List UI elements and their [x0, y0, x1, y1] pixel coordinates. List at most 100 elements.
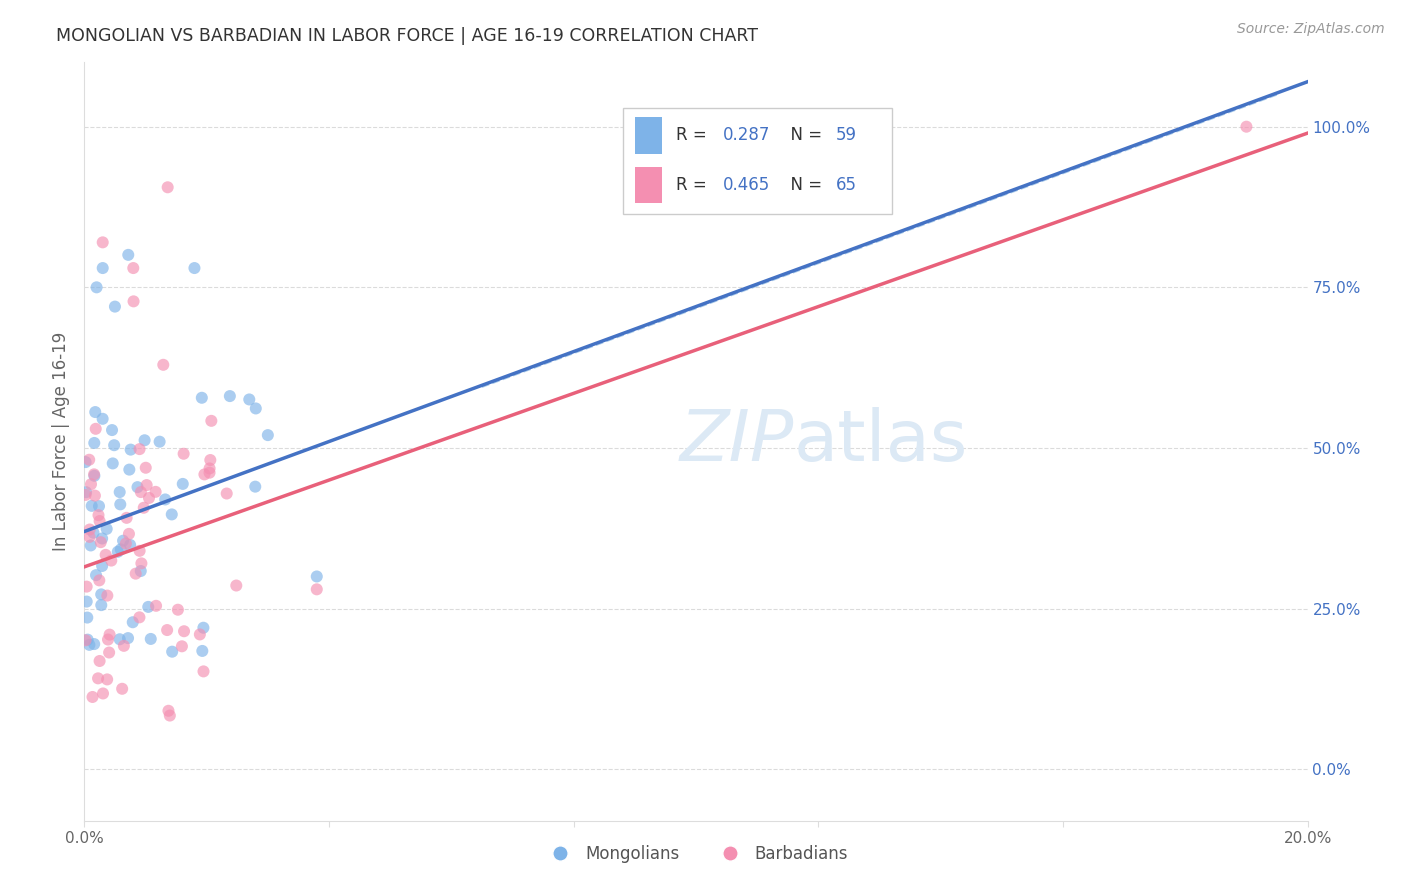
Point [135, 478, 157, 492]
Text: Source: ZipAtlas.com: Source: ZipAtlas.com [1237, 22, 1385, 37]
Point [198, 461, 221, 475]
Point [112, 533, 135, 548]
Point [135, 460, 157, 475]
Point [191, 391, 214, 405]
Point [215, 486, 238, 500]
Point [200, 453, 222, 467]
Point [83, 467, 105, 482]
Point [103, 438, 125, 452]
Point [118, 527, 141, 541]
Point [108, 485, 131, 500]
Text: 0.465: 0.465 [723, 177, 770, 194]
Point [160, 508, 183, 522]
Text: atlas: atlas [794, 407, 969, 476]
Point [79, 638, 101, 652]
Point [83, 436, 105, 450]
Point [90, 535, 112, 549]
Text: ZIP: ZIP [679, 407, 794, 476]
Point [127, 480, 149, 494]
Point [80, 477, 103, 491]
Point [79, 523, 101, 537]
Point [75, 455, 97, 469]
Point [83, 637, 105, 651]
FancyBboxPatch shape [623, 108, 891, 214]
Bar [636, 117, 662, 153]
Point [157, 704, 180, 718]
Point [84, 568, 107, 582]
Point [83, 525, 105, 540]
Point [139, 632, 162, 646]
Point [94, 548, 117, 562]
Point [91, 261, 114, 276]
Point [305, 569, 328, 583]
Point [200, 414, 222, 428]
Point [159, 708, 181, 723]
Point [97, 632, 120, 647]
Point [115, 511, 138, 525]
Point [145, 599, 167, 613]
Point [122, 294, 145, 309]
Point [75, 633, 97, 648]
Point [183, 261, 205, 276]
Legend: Mongolians, Barbadians: Mongolians, Barbadians [537, 838, 855, 869]
Point [132, 500, 155, 515]
Point [84, 405, 107, 419]
Point [167, 603, 190, 617]
Point [131, 557, 153, 571]
Point [87, 499, 110, 513]
Point [75, 488, 97, 502]
Point [125, 566, 148, 581]
Point [110, 542, 132, 557]
Point [198, 466, 221, 480]
Point [76, 594, 98, 608]
Point [128, 442, 150, 456]
Point [107, 545, 129, 559]
Point [172, 477, 194, 491]
Point [117, 248, 139, 262]
Point [101, 457, 124, 471]
Point [152, 358, 174, 372]
Bar [636, 167, 662, 203]
Point [76, 580, 98, 594]
Point [111, 681, 134, 696]
Point [87, 671, 110, 685]
Point [128, 544, 150, 558]
Point [1236, 120, 1258, 134]
Point [76, 632, 98, 647]
Text: 65: 65 [835, 177, 856, 194]
Point [91, 532, 114, 546]
Point [120, 538, 142, 552]
Point [136, 599, 159, 614]
Point [75, 485, 97, 500]
Point [79, 530, 101, 544]
Point [82, 690, 104, 704]
Point [96, 522, 118, 536]
Point [173, 624, 195, 639]
Point [138, 491, 160, 505]
Point [193, 621, 215, 635]
Point [87, 508, 110, 523]
Point [245, 480, 267, 494]
Point [191, 644, 214, 658]
Point [188, 627, 211, 641]
Point [115, 536, 138, 550]
Point [108, 632, 131, 647]
Point [149, 434, 172, 449]
Point [91, 559, 114, 574]
Text: N =: N = [780, 177, 828, 194]
Point [117, 631, 139, 645]
Point [98, 646, 121, 660]
Point [134, 434, 156, 448]
Point [257, 428, 280, 442]
Point [129, 564, 152, 578]
Point [104, 300, 127, 314]
Point [89, 574, 111, 588]
Point [91, 686, 114, 700]
Point [91, 412, 114, 426]
Point [84, 489, 107, 503]
Point [170, 640, 193, 654]
Point [155, 492, 177, 507]
Point [80, 538, 103, 552]
Text: 59: 59 [835, 127, 856, 145]
Text: 0.287: 0.287 [723, 127, 770, 145]
